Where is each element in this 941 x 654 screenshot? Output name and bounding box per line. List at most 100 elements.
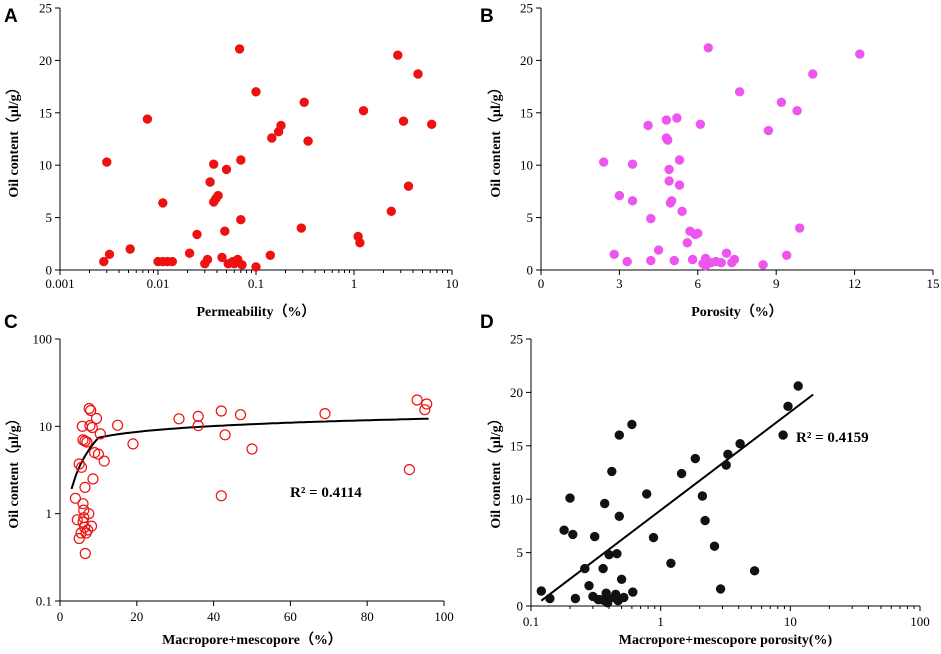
- data-point: [398, 116, 409, 126]
- data-point: [763, 125, 774, 136]
- data-point: [703, 43, 714, 53]
- data-point: [81, 524, 94, 536]
- data-point: [192, 229, 202, 240]
- data-point: [167, 256, 178, 267]
- x-tick-label: 40: [207, 609, 220, 624]
- data-point: [669, 255, 680, 266]
- x-tick-label: 12: [848, 276, 861, 291]
- panel-label: B: [480, 6, 494, 27]
- data-point: [296, 223, 307, 233]
- data-point: [687, 254, 698, 265]
- x-tick-label: 10: [446, 276, 459, 291]
- data-point: [246, 443, 258, 455]
- data-point: [715, 584, 726, 594]
- data-point: [251, 87, 261, 97]
- data-point: [723, 449, 733, 460]
- y-tick-label: 15: [39, 105, 52, 120]
- y-tick-label: 0: [46, 263, 53, 278]
- data-point: [205, 177, 215, 187]
- data-point: [73, 532, 85, 545]
- data-point: [776, 97, 787, 108]
- data-point: [73, 458, 85, 470]
- data-point: [672, 113, 682, 123]
- data-point: [700, 515, 710, 526]
- data-point: [83, 402, 95, 415]
- data-point: [79, 435, 91, 447]
- data-point: [102, 157, 112, 167]
- data-point: [664, 164, 674, 175]
- y-tick-label: 15: [520, 105, 533, 120]
- panel-label: A: [4, 6, 18, 27]
- data-point: [78, 521, 91, 533]
- y-tick-label: 0: [527, 263, 534, 278]
- data-point: [676, 468, 687, 479]
- data-point: [758, 260, 768, 270]
- y-tick-label: 5: [517, 545, 524, 560]
- trendline: [70, 417, 429, 490]
- data-point: [646, 255, 656, 266]
- data-point: [614, 190, 625, 201]
- data-point: [419, 404, 431, 416]
- y-tick-label: 25: [39, 1, 52, 16]
- data-point: [674, 180, 685, 190]
- y-tick-label: 100: [33, 332, 53, 347]
- data-point: [795, 223, 805, 233]
- data-point: [69, 492, 82, 504]
- data-point: [267, 133, 277, 143]
- data-point: [677, 206, 687, 217]
- data-point: [236, 214, 246, 225]
- data-point: [125, 244, 135, 254]
- data-point: [653, 245, 664, 255]
- chart-panel-d: 0.1 1 10 100 0 5 10 15 20 25 Macropore+mescopore p…: [480, 312, 930, 648]
- data-point: [693, 228, 703, 239]
- y-tick-label: 10: [520, 158, 533, 173]
- data-point: [782, 250, 792, 261]
- data-point: [79, 547, 91, 560]
- data-point: [568, 529, 578, 540]
- y-tick-label: 25: [510, 332, 523, 347]
- y-tick-label: 10: [39, 419, 52, 434]
- y-axis-label: Oil content（μl/g）: [488, 411, 504, 528]
- data-point: [604, 550, 614, 560]
- data-point: [413, 69, 423, 79]
- data-point: [90, 412, 103, 425]
- data-point: [600, 498, 610, 509]
- data-point: [729, 254, 740, 265]
- data-point: [627, 159, 638, 169]
- data-point: [721, 460, 731, 470]
- data-point: [601, 588, 611, 598]
- data-point: [590, 531, 600, 542]
- data-point: [643, 120, 653, 131]
- x-tick-label: 0.1: [248, 276, 264, 291]
- x-tick-label: 1: [351, 276, 358, 291]
- data-point: [217, 252, 227, 263]
- data-point: [81, 436, 93, 448]
- x-axis-label: Macropore+mescopore porosity(%): [619, 633, 833, 648]
- data-point: [565, 493, 575, 503]
- data-point: [616, 574, 627, 585]
- x-tick-label: 3: [616, 276, 623, 291]
- data-point: [648, 532, 659, 543]
- data-point: [202, 254, 213, 265]
- data-point: [599, 157, 609, 167]
- data-point: [386, 206, 397, 217]
- data-point: [173, 413, 185, 425]
- panel-label: C: [4, 312, 18, 333]
- x-axis-label: Permeability（%）: [197, 304, 316, 320]
- data-point: [642, 489, 652, 499]
- data-point: [355, 238, 365, 248]
- data-point: [403, 181, 414, 191]
- panel-label: D: [480, 312, 494, 333]
- data-point: [609, 249, 619, 260]
- data-point: [94, 428, 106, 440]
- data-point: [251, 262, 261, 272]
- data-point: [99, 256, 109, 267]
- data-point: [855, 49, 865, 59]
- data-point: [111, 419, 124, 431]
- data-point: [682, 238, 693, 248]
- x-tick-label: 100: [434, 609, 454, 624]
- data-point: [536, 586, 547, 596]
- x-tick-label: 6: [695, 276, 702, 291]
- data-point: [234, 409, 247, 421]
